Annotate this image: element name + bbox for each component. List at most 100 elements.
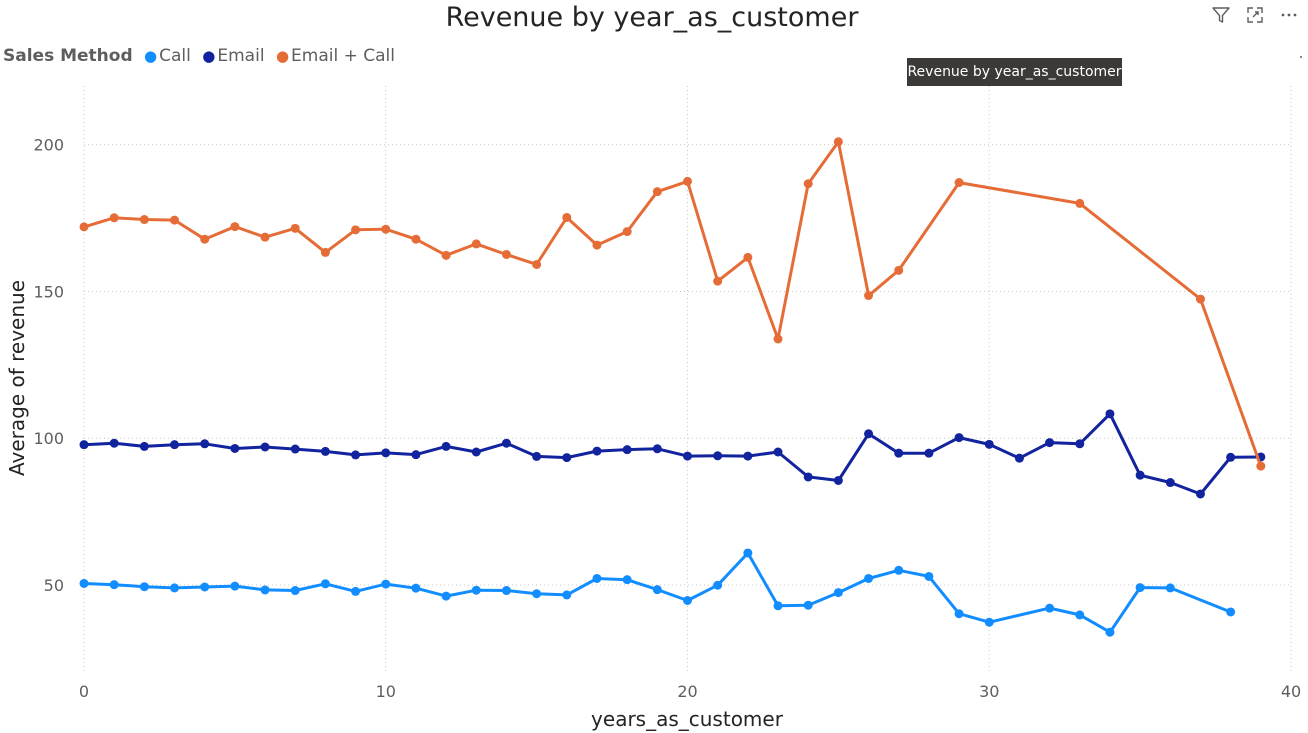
data-point-email[interactable]	[833, 475, 843, 485]
data-point-email[interactable]	[320, 446, 330, 456]
data-point-email-call[interactable]	[652, 187, 662, 197]
data-point-email-call[interactable]	[1075, 198, 1085, 208]
data-point-email-call[interactable]	[803, 179, 813, 189]
data-point-email-call[interactable]	[622, 227, 632, 237]
data-point-email-call[interactable]	[894, 265, 904, 275]
data-point-call[interactable]	[230, 581, 240, 591]
data-point-email[interactable]	[170, 440, 180, 450]
data-point-email[interactable]	[924, 448, 934, 458]
data-point-call[interactable]	[290, 586, 300, 596]
data-point-call[interactable]	[954, 609, 964, 619]
data-point-email[interactable]	[501, 438, 511, 448]
data-point-email[interactable]	[864, 429, 874, 439]
data-point-email-call[interactable]	[592, 240, 602, 250]
focus-mode-button[interactable]	[1244, 4, 1266, 26]
data-point-email-call[interactable]	[471, 239, 481, 249]
data-point-call[interactable]	[1105, 627, 1115, 637]
data-point-email[interactable]	[984, 439, 994, 449]
data-point-call[interactable]	[1135, 583, 1145, 593]
data-point-email[interactable]	[1105, 409, 1115, 419]
data-point-email-call[interactable]	[683, 176, 692, 186]
data-point-call[interactable]	[501, 586, 511, 596]
data-point-email-call[interactable]	[381, 224, 391, 234]
data-point-email[interactable]	[1075, 439, 1085, 449]
data-point-email[interactable]	[592, 446, 602, 456]
data-point-email[interactable]	[411, 450, 421, 460]
data-point-call[interactable]	[864, 573, 874, 583]
data-point-email[interactable]	[743, 451, 753, 461]
data-point-email-call[interactable]	[441, 250, 451, 260]
data-point-email-call[interactable]	[109, 213, 119, 223]
data-point-email-call[interactable]	[290, 223, 300, 233]
data-point-call[interactable]	[320, 579, 330, 589]
data-point-call[interactable]	[351, 586, 361, 596]
data-point-email[interactable]	[200, 439, 210, 449]
data-point-email-call[interactable]	[562, 212, 572, 222]
data-point-call[interactable]	[200, 582, 210, 592]
data-point-email-call[interactable]	[79, 222, 89, 232]
more-options-button[interactable]	[1278, 4, 1300, 26]
data-point-email-call[interactable]	[501, 249, 511, 259]
data-point-email-call[interactable]	[713, 276, 723, 286]
data-point-call[interactable]	[471, 585, 481, 595]
data-point-email-call[interactable]	[351, 225, 361, 235]
data-point-email-call[interactable]	[833, 137, 843, 147]
data-point-call[interactable]	[743, 548, 753, 558]
data-point-email[interactable]	[532, 451, 542, 461]
data-point-email[interactable]	[471, 447, 481, 457]
data-point-email-call[interactable]	[139, 215, 149, 225]
data-point-call[interactable]	[109, 580, 119, 590]
data-point-email[interactable]	[1135, 470, 1145, 480]
data-point-email[interactable]	[109, 438, 119, 448]
data-point-email[interactable]	[230, 443, 240, 453]
data-point-email[interactable]	[954, 433, 964, 443]
data-point-call[interactable]	[773, 601, 783, 611]
data-point-email[interactable]	[652, 444, 662, 454]
data-point-email[interactable]	[381, 448, 391, 458]
data-point-email-call[interactable]	[200, 234, 210, 244]
data-point-call[interactable]	[803, 600, 813, 610]
legend-item-call[interactable]: ● Call	[144, 46, 196, 66]
data-point-email[interactable]	[773, 447, 783, 457]
data-point-call[interactable]	[532, 589, 542, 599]
data-point-call[interactable]	[79, 578, 89, 588]
data-point-email[interactable]	[79, 440, 89, 450]
data-point-call[interactable]	[683, 596, 692, 606]
data-point-call[interactable]	[1165, 583, 1175, 593]
data-point-call[interactable]	[984, 617, 994, 627]
data-point-email[interactable]	[260, 442, 270, 452]
data-point-email[interactable]	[1014, 453, 1024, 463]
data-point-email-call[interactable]	[411, 234, 421, 244]
legend-item-email-call[interactable]: ● Email + Call	[276, 46, 395, 66]
data-point-email[interactable]	[622, 445, 632, 455]
data-point-call[interactable]	[1045, 603, 1055, 613]
data-point-call[interactable]	[713, 580, 723, 590]
data-point-email[interactable]	[290, 444, 300, 454]
legend-item-email[interactable]: ● Email	[202, 46, 270, 66]
data-point-email-call[interactable]	[260, 232, 270, 242]
data-point-email-call[interactable]	[1256, 461, 1266, 471]
data-point-email[interactable]	[562, 453, 572, 463]
data-point-call[interactable]	[139, 582, 149, 592]
data-point-email-call[interactable]	[773, 334, 783, 344]
data-point-call[interactable]	[622, 575, 632, 585]
data-point-email[interactable]	[894, 448, 904, 458]
data-point-call[interactable]	[592, 573, 602, 583]
data-point-email[interactable]	[441, 441, 451, 451]
data-point-call[interactable]	[894, 565, 904, 575]
data-point-email-call[interactable]	[170, 215, 180, 225]
data-point-call[interactable]	[441, 591, 451, 601]
data-point-email[interactable]	[1226, 452, 1236, 462]
data-point-call[interactable]	[260, 585, 270, 595]
data-point-email[interactable]	[803, 472, 813, 482]
data-point-email-call[interactable]	[320, 247, 330, 257]
data-point-email-call[interactable]	[230, 222, 240, 232]
data-point-call[interactable]	[411, 583, 421, 593]
data-point-call[interactable]	[924, 571, 934, 581]
data-point-email-call[interactable]	[864, 291, 874, 301]
data-point-call[interactable]	[562, 590, 572, 600]
data-point-email[interactable]	[351, 450, 361, 460]
data-point-email[interactable]	[713, 451, 723, 461]
data-point-call[interactable]	[652, 585, 662, 595]
data-point-email-call[interactable]	[954, 178, 964, 188]
